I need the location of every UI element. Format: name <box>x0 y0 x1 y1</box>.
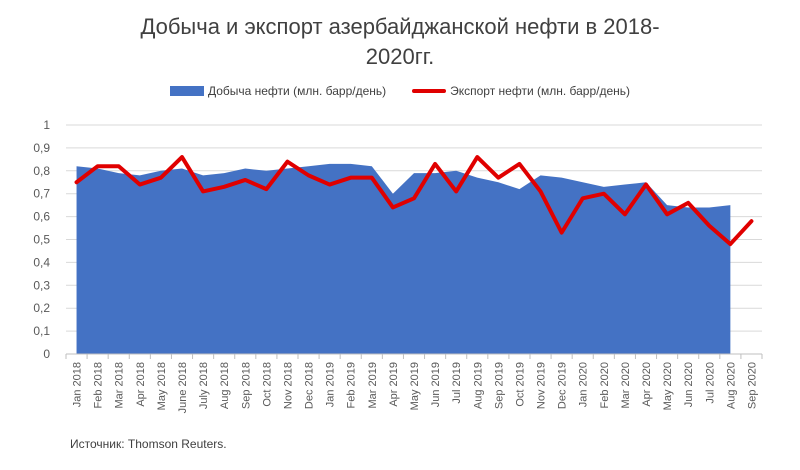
y-tick-label: 0,4 <box>33 255 50 269</box>
x-tick-label: Oct 2019 <box>514 362 526 407</box>
x-tick-label: Sep 2019 <box>493 362 505 409</box>
x-tick-label: May 2019 <box>409 362 421 410</box>
y-tick-label: 0,5 <box>33 233 50 247</box>
x-tick-label: June 2018 <box>177 362 189 413</box>
x-tick-label: Mar 2019 <box>367 362 379 408</box>
x-tick-label: Feb 2020 <box>599 362 611 408</box>
x-tick-label: Jan 2019 <box>325 362 337 407</box>
legend-item-export: Экспорт нефти (млн. барр/день) <box>412 84 630 98</box>
y-tick-label: 1 <box>43 118 50 132</box>
y-tick-label: 0,1 <box>33 324 50 338</box>
x-tick-label: July 2018 <box>198 362 210 409</box>
y-tick-label: 0,8 <box>33 164 50 178</box>
x-tick-label: Sep 2020 <box>746 362 758 409</box>
x-tick-label: May 2018 <box>156 362 168 410</box>
y-tick-label: 0 <box>43 347 50 361</box>
x-tick-label: Jan 2020 <box>578 362 590 407</box>
x-tick-label: Dec 2018 <box>304 362 316 409</box>
x-tick-label: Sep 2018 <box>240 362 252 409</box>
chart-title: Добыча и экспорт азербайджанской нефти в… <box>0 12 800 72</box>
x-tick-label: Feb 2019 <box>346 362 358 408</box>
x-tick-label: Nov 2018 <box>282 362 294 409</box>
x-tick-label: Apr 2020 <box>641 362 653 407</box>
y-tick-label: 0,9 <box>33 141 50 155</box>
area-series-production <box>76 163 731 354</box>
y-tick-label: 0,6 <box>33 210 50 224</box>
chart-title-line-1: Добыча и экспорт азербайджанской нефти в… <box>140 14 660 39</box>
x-tick-label: Dec 2019 <box>557 362 569 409</box>
legend-swatch-production <box>169 86 204 96</box>
legend-label-export: Экспорт нефти (млн. барр/день) <box>450 84 631 98</box>
x-tick-label: Mar 2020 <box>620 362 632 408</box>
y-tick-label: 0,3 <box>33 278 50 292</box>
x-tick-label: Nov 2019 <box>536 362 548 409</box>
y-tick-label: 0,2 <box>33 301 50 315</box>
legend-label-production: Добыча нефти (млн. барр/день) <box>207 84 387 98</box>
x-tick-label: Feb 2018 <box>93 362 105 408</box>
x-tick-label: Apr 2019 <box>388 362 400 407</box>
legend-swatch-export <box>412 89 447 93</box>
x-tick-label: Jun 2020 <box>683 362 695 407</box>
x-tick-label: Aug 2018 <box>219 362 231 409</box>
x-tick-label: Jul 2019 <box>451 362 463 404</box>
x-tick-label: Mar 2018 <box>114 362 126 408</box>
x-tick-label: Apr 2018 <box>135 362 147 407</box>
x-tick-label: Oct 2018 <box>261 362 273 407</box>
x-tick-label: Aug 2020 <box>725 362 737 409</box>
x-tick-label: May 2020 <box>662 362 674 410</box>
x-tick-label: Jan 2018 <box>72 362 84 407</box>
chart-legend: Добыча нефти (млн. барр/день) Экспорт не… <box>0 84 800 98</box>
x-tick-label: Jul 2020 <box>704 362 716 404</box>
x-tick-label: Aug 2019 <box>472 362 484 409</box>
source-note: Источник: Thomson Reuters. <box>70 437 227 451</box>
chart-title-line-2: 2020гг. <box>365 44 435 69</box>
legend-item-production: Добыча нефти (млн. барр/день) <box>169 84 387 98</box>
y-tick-label: 0,7 <box>33 187 50 201</box>
x-tick-label: Jun 2019 <box>430 362 442 407</box>
